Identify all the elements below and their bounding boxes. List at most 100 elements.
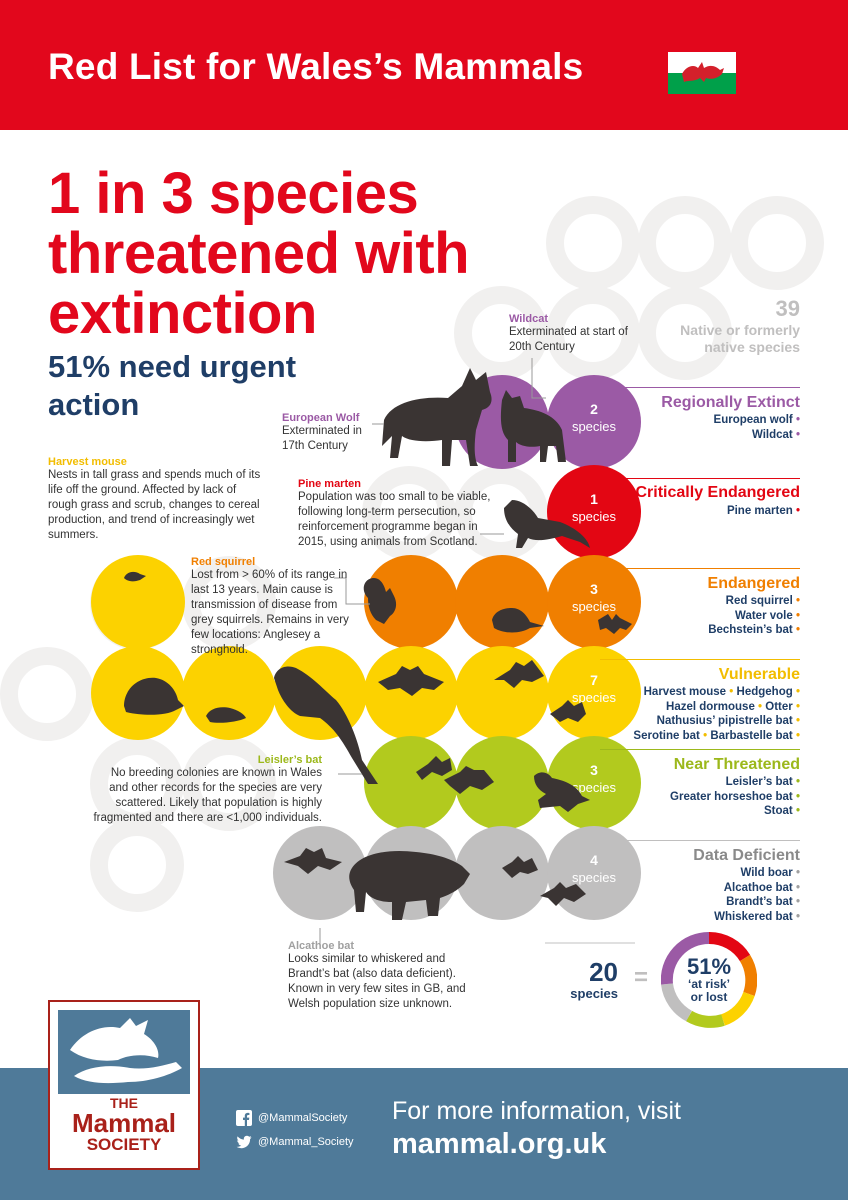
species-european-wolf: European wolf • (713, 414, 800, 426)
species-stoat: Stoat • (764, 805, 800, 817)
stoat-silhouette-icon (534, 772, 590, 812)
water-vole-silhouette-icon (492, 608, 544, 633)
note-wildcat-title: Wildcat (509, 313, 549, 325)
facebook-icon[interactable] (236, 1110, 252, 1126)
website-link[interactable]: mammal.org.uk (392, 1128, 607, 1160)
total-number: 39 (775, 296, 800, 321)
species-leislers-bat: Leisler’s bat • (725, 776, 800, 788)
summary-donut-ring (661, 932, 757, 1028)
note-red-squirrel-body: Lost from > 60% of its range in last 13 … (191, 569, 349, 656)
critically-endangered-rule (600, 478, 800, 479)
harvest-mouse-circle (91, 555, 185, 649)
note-leislers-bat-body: No breeding colonies are known in Wales … (93, 767, 322, 824)
note-alcathoe-bat-body: Looks similar to whiskered and Brandt’s … (288, 953, 466, 1010)
twitter-handle[interactable]: @Mammal_Society (258, 1136, 354, 1148)
note-pine-marten: Pine marten Population was too small to … (298, 478, 494, 550)
regionally-extinct-rule (600, 387, 800, 388)
logo-text-the: THE (110, 1095, 138, 1111)
regionally-extinct-list: European wolf • Wildcat • (714, 413, 800, 442)
vulnerable-count: 7 (590, 672, 598, 688)
species-line-hazel-dormouse-otter: Hazel dormouse • Otter • (666, 700, 800, 713)
logo-text-society: SOCIETY (86, 1135, 162, 1154)
twitter-icon[interactable] (236, 1134, 252, 1150)
species-line-nathusius-pipistrelle: Nathusius’ pipistrelle bat • (656, 715, 800, 727)
hazel-dormouse-circle (182, 646, 276, 740)
vulnerable-circle: 7 species (547, 646, 641, 740)
species-whiskered-bat: Whiskered bat • (714, 910, 800, 923)
near-threatened-unit: species (571, 780, 617, 795)
wildcat-silhouette-icon (500, 390, 566, 462)
page-title: Red List for Wales’s Mammals (48, 46, 584, 87)
species-water-vole: Water vole • (735, 609, 800, 622)
leislers-bat-silhouette-icon (416, 756, 452, 780)
whiskered-bat-silhouette-icon (540, 882, 586, 906)
near-threatened-title: Near Threatened (673, 756, 800, 773)
mammal-society-logo[interactable]: THE Mammal SOCIETY (48, 1000, 200, 1170)
data-deficient-unit: species (571, 870, 617, 885)
endangered-unit: species (571, 599, 617, 614)
summary-rule (545, 942, 635, 944)
total-label-line-2: native species (704, 339, 800, 355)
more-info-text: For more information, visit (392, 1097, 681, 1125)
regionally-extinct-unit: species (571, 419, 617, 434)
alcathoe-bat-silhouette-icon (284, 848, 342, 874)
note-alcathoe-bat-title: Alcathoe bat (288, 940, 355, 952)
welsh-flag-icon (668, 52, 736, 94)
serotine-bat-silhouette-icon (378, 666, 444, 696)
critically-endangered-title: Critically Endangered (635, 484, 801, 501)
water-vole-circle (455, 555, 549, 649)
critically-endangered-list: Pine marten • (727, 504, 800, 519)
harvest-mouse-silhouette-icon (124, 571, 146, 582)
subheadline-line-1: 51% need urgent (48, 349, 297, 384)
nathusius-bat-silhouette-icon (550, 700, 586, 722)
critically-endangered-unit: species (571, 509, 617, 524)
endangered-list: Red squirrel • Water vole • Bechstein’s … (708, 594, 800, 638)
subheadline: 51% need urgent action (48, 348, 368, 424)
logo-hare-otter-icon (58, 1010, 190, 1094)
otter-silhouette-icon (274, 666, 378, 784)
data-deficient-list: Wild boar • Alcathoe bat • Brandt’s bat … (714, 866, 800, 924)
critically-endangered-circle: 1 species (547, 465, 641, 559)
subheadline-line-2: action (48, 387, 140, 422)
endangered-count: 3 (590, 581, 598, 597)
summary-equals: = (634, 964, 649, 991)
species-line-harvest-mouse-hedgehog: Harvest mouse • Hedgehog • (643, 686, 800, 698)
data-deficient-count: 4 (590, 852, 598, 868)
barbastelle-bat-circle (455, 646, 549, 740)
headline-line-2: threatened with (48, 221, 470, 286)
headline-line-1: 1 in 3 species (48, 161, 419, 226)
summary-number: 20 (589, 957, 618, 987)
species-wild-boar: Wild boar • (740, 867, 800, 879)
brandts-bat-silhouette-icon (502, 856, 538, 878)
vulnerable-list: Harvest mouse • Hedgehog • Hazel dormous… (633, 685, 800, 743)
vulnerable-rule (600, 659, 800, 660)
endangered-title: Endangered (707, 575, 800, 592)
note-red-squirrel-title: Red squirrel (191, 556, 256, 568)
wolf-silhouette-icon (382, 368, 492, 466)
bechsteins-bat-silhouette-icon (598, 614, 632, 634)
near-threatened-count: 3 (590, 762, 598, 778)
note-alcathoe-bat: Alcathoe bat Looks similar to whiskered … (288, 940, 488, 1012)
brandts-bat-circle (455, 826, 549, 920)
species-alcathoe-bat: Alcathoe bat • (723, 881, 800, 894)
note-harvest-mouse: Harvest mouse Nests in tall grass and sp… (48, 456, 262, 543)
wild-boar-silhouette-icon (349, 850, 470, 920)
summary-donut-label: 51% ‘at risk’ or lost (661, 956, 757, 1004)
note-red-squirrel: Red squirrel Lost from > 60% of its rang… (191, 556, 359, 658)
facebook-handle[interactable]: @MammalSociety (258, 1112, 348, 1124)
summary-percent: 51% (686, 954, 732, 979)
species-pine-marten: Pine marten • (726, 505, 800, 517)
total-label-line-1: Native or formerly (680, 322, 800, 338)
animal-silhouettes (124, 358, 632, 948)
data-deficient-rule (600, 840, 800, 841)
species-line-serotine-barbastelle: Serotine bat • Barbastelle bat • (633, 729, 800, 742)
note-leislers-bat: Leisler’s bat No breeding colonies are k… (90, 754, 322, 826)
note-wildcat-body: Exterminated at start of 20th Century (509, 326, 628, 353)
data-deficient-circle: 4 species (547, 826, 641, 920)
logo-text-mammal: Mammal (71, 1108, 177, 1138)
note-harvest-mouse-title: Harvest mouse (48, 456, 127, 468)
data-deficient-title: Data Deficient (693, 847, 800, 864)
header-banner: Red List for Wales’s Mammals (0, 0, 848, 130)
note-leislers-bat-title: Leisler’s bat (257, 754, 322, 766)
note-pine-marten-title: Pine marten (298, 478, 361, 490)
